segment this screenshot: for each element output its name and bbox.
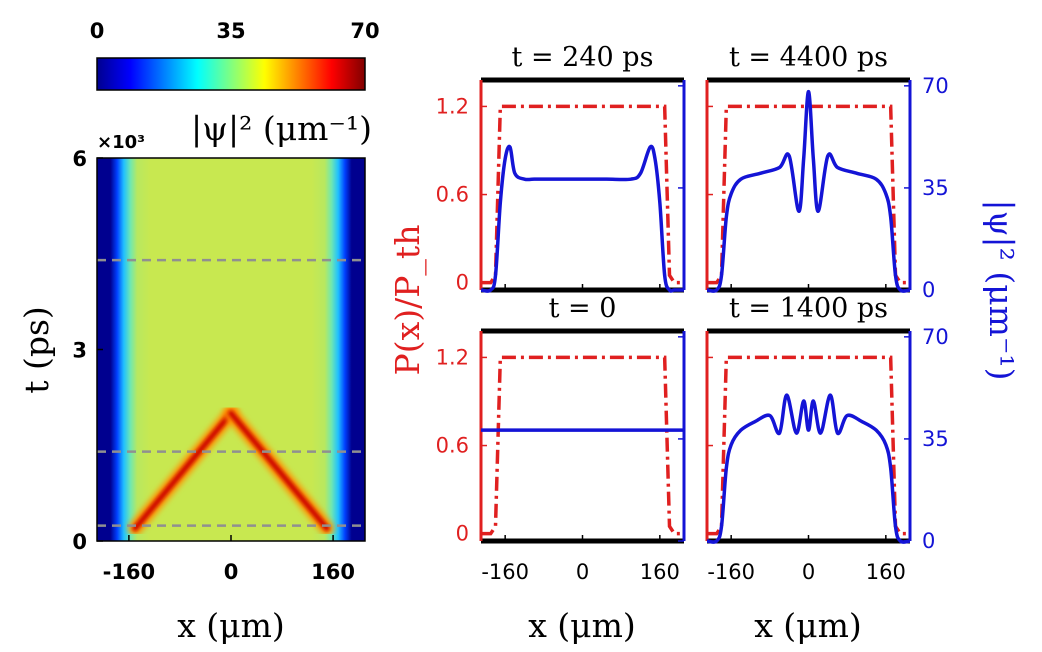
colorbar: 0 35 70 |ψ|² (μm⁻¹) — [90, 19, 380, 148]
panels-xlabel-right: x (μm) — [754, 606, 862, 645]
panel-title: t = 4400 ps — [729, 42, 888, 73]
line-panel-2: t = 4400 ps 0 35 70 — [705, 42, 949, 302]
density-profile-line — [480, 144, 684, 293]
colorbar-gradient — [96, 57, 366, 91]
right-tick-label: 35 — [922, 176, 949, 200]
x-tick-label: 0 — [576, 560, 589, 584]
heatmap-xlabel: x (μm) — [177, 606, 285, 645]
density-profile-line — [706, 393, 911, 544]
heatmap-xtick-label: 160 — [311, 560, 355, 584]
heatmap-xtick-label: 0 — [224, 560, 239, 584]
right-tick-label: 70 — [922, 74, 949, 98]
x-tick-label: -160 — [707, 560, 755, 584]
panel-title: t = 1400 ps — [729, 293, 888, 324]
panel-title: t = 240 ps — [512, 42, 654, 73]
left-tick-label: 1.2 — [436, 345, 469, 369]
heatmap-front-1 — [132, 410, 234, 532]
left-tick-label: 0 — [456, 522, 469, 546]
pump-profile-line — [481, 355, 684, 536]
x-tick-label: 160 — [866, 560, 906, 584]
colorbar-tick-0: 0 — [90, 19, 105, 43]
heatmap-ytick-label: 0 — [72, 530, 87, 554]
heatmap-xtick-label: -160 — [103, 560, 156, 584]
pump-profile-line — [707, 104, 910, 285]
panels-xlabel-left: x (μm) — [528, 606, 636, 645]
colorbar-label: |ψ|² (μm⁻¹) — [191, 109, 372, 148]
right-tick-label: 0 — [922, 278, 935, 302]
right-tick-label: 35 — [922, 427, 949, 451]
left-tick-label: 0 — [456, 271, 469, 295]
line-panels: t = 240 ps 0 0.6 1.2 t = 4400 ps 0 35 70 t = 0 0 0… — [436, 42, 949, 584]
colorbar-tick-35: 35 — [216, 19, 245, 43]
pump-profile-line — [707, 355, 910, 536]
density-profile-line — [706, 89, 911, 293]
left-tick-label: 0.6 — [436, 434, 469, 458]
heatmap-ylabel: t (ps) — [17, 306, 56, 394]
left-ylabel: P(x)/P_th — [388, 225, 428, 376]
heatmap-ytick-label: 3 — [72, 339, 87, 363]
left-tick-label: 0.6 — [436, 183, 469, 207]
line-panel-1: t = 240 ps 0 0.6 1.2 — [436, 42, 686, 295]
y-exponent-label: ×10³ — [97, 132, 145, 153]
pump-profile-line — [481, 104, 684, 285]
x-tick-label: 0 — [802, 560, 815, 584]
x-tick-label: 160 — [640, 560, 680, 584]
right-tick-label: 0 — [922, 529, 935, 553]
right-ylabel: |ψ|² (μm⁻¹) — [982, 200, 1021, 381]
heatmap-image — [97, 158, 365, 541]
heatmap-panel: ×10³ 0 3 6 -160 0 160 x (μm) t (ps) — [17, 132, 366, 645]
heatmap-front-2 — [228, 410, 330, 532]
left-tick-label: 1.2 — [436, 94, 469, 118]
line-panel-4: t = 1400 ps 0 35 70 -160 0 160 — [705, 293, 949, 584]
right-tick-label: 70 — [922, 325, 949, 349]
heatmap-ytick-label: 6 — [72, 147, 87, 171]
x-tick-label: -160 — [481, 560, 529, 584]
panel-title: t = 0 — [549, 293, 617, 324]
colorbar-tick-70: 70 — [350, 19, 379, 43]
line-panel-3: t = 0 0 0.6 1.2 -160 0 160 — [436, 293, 686, 584]
